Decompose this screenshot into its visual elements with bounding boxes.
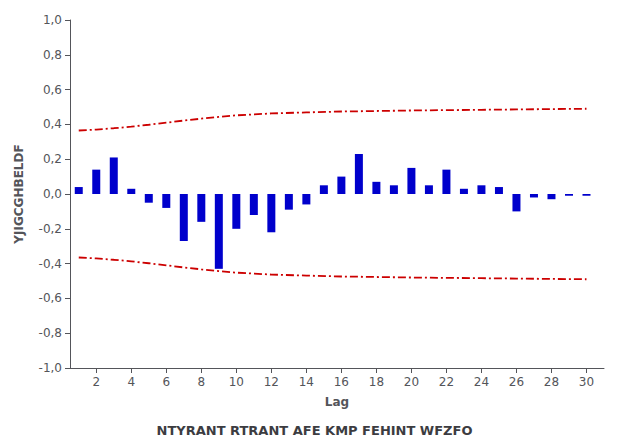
svg-text:NTYRANT RTRANT AFE KMP FEHINT: NTYRANT RTRANT AFE KMP FEHINT WFZFO	[157, 423, 473, 438]
svg-text:1,0: 1,0	[43, 13, 62, 27]
svg-text:24: 24	[474, 375, 489, 389]
svg-text:2: 2	[92, 375, 100, 389]
svg-text:0,0: 0,0	[43, 187, 62, 201]
svg-text:0,6: 0,6	[43, 83, 62, 97]
svg-text:0,8: 0,8	[43, 48, 62, 62]
svg-text:20: 20	[404, 375, 419, 389]
svg-text:26: 26	[509, 375, 524, 389]
svg-text:0,2: 0,2	[43, 152, 62, 166]
svg-text:10: 10	[229, 375, 244, 389]
svg-text:12: 12	[264, 375, 279, 389]
svg-text:-1,0: -1,0	[39, 361, 62, 375]
svg-text:Lag: Lag	[325, 395, 349, 409]
svg-text:16: 16	[334, 375, 349, 389]
svg-text:8: 8	[197, 375, 205, 389]
svg-text:28: 28	[544, 375, 559, 389]
svg-text:4: 4	[127, 375, 135, 389]
svg-text:30: 30	[579, 375, 594, 389]
svg-text:22: 22	[439, 375, 454, 389]
svg-text:-0,6: -0,6	[39, 291, 62, 305]
svg-text:0,4: 0,4	[43, 117, 62, 131]
svg-text:18: 18	[369, 375, 384, 389]
svg-text:YJIGCGHBELDF: YJIGCGHBELDF	[12, 144, 26, 244]
svg-text:-0,8: -0,8	[39, 326, 62, 340]
svg-text:6: 6	[162, 375, 170, 389]
svg-text:14: 14	[299, 375, 314, 389]
svg-text:-0,4: -0,4	[39, 257, 62, 271]
svg-text:-0,2: -0,2	[39, 222, 62, 236]
